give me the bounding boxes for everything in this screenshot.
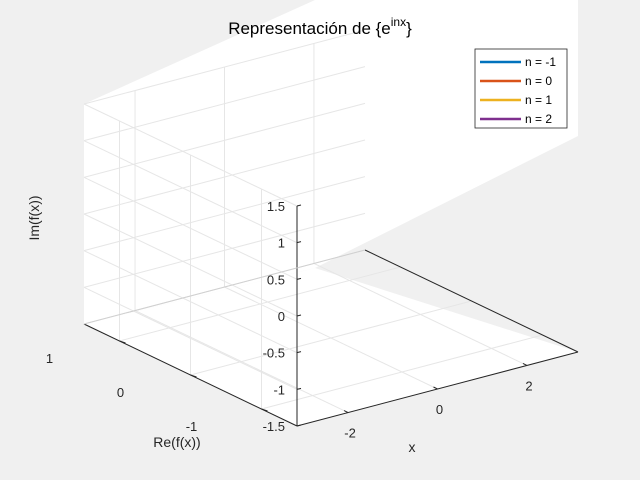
- z-tick-label: -1.5: [263, 419, 285, 434]
- floor-edge-back: [83, 249, 366, 325]
- z-tick-mark: [296, 204, 302, 207]
- back-wall-left: [84, 0, 315, 324]
- x-tick-mark: [522, 362, 528, 366]
- legend-label: n = 1: [525, 93, 552, 107]
- x-tick-label: -2: [344, 426, 356, 441]
- z-tick-label: 1.5: [267, 199, 285, 214]
- x-tick-label: 0: [436, 402, 443, 417]
- z-tick-mark: [296, 277, 302, 280]
- x-tick-mark: [433, 386, 438, 390]
- y-tick-mark: [119, 340, 126, 344]
- gridline: [119, 266, 401, 342]
- legend-label: n = 0: [525, 74, 552, 88]
- legend-item[interactable]: n = 0: [480, 74, 552, 88]
- x-tick-label: 2: [525, 378, 532, 393]
- back-wall-right: [315, 0, 578, 268]
- gridline: [190, 300, 472, 376]
- z-tick-mark: [296, 351, 302, 354]
- x-tick-mark: [343, 410, 349, 414]
- z-tick-label: -0.5: [263, 346, 285, 361]
- floor-edge: [364, 249, 579, 353]
- legend-label: n = -1: [525, 55, 556, 69]
- y-axis-label: Re(f(x)): [153, 434, 200, 450]
- z-axis-label: Im(f(x)): [26, 195, 42, 240]
- z-tick-mark: [296, 241, 302, 244]
- chart-title: Representación de {einx}: [228, 15, 412, 38]
- legend-item[interactable]: n = 1: [480, 93, 552, 107]
- z-tick-label: 1: [278, 236, 285, 251]
- floor-panel: [84, 268, 578, 426]
- x-tick-labels: -2 0 2: [343, 362, 533, 441]
- z-tick-label: 0.5: [267, 272, 285, 287]
- z-tick-label: 0: [278, 309, 285, 324]
- y-tick-labels: -1 0 1: [46, 340, 268, 434]
- z-tick-mark: [296, 387, 302, 390]
- z-tick-mark: [296, 424, 302, 427]
- legend-label: n = 2: [525, 112, 552, 126]
- z-tick-label: -1: [273, 382, 285, 397]
- legend-item[interactable]: n = 2: [480, 112, 552, 126]
- legend[interactable]: n = -1 n = 0 n = 1 n = 2: [474, 48, 568, 129]
- gridline: [261, 334, 543, 410]
- z-tick-labels: -1.5 -1 -0.5 0 0.5 1 1.5: [263, 199, 302, 434]
- y-tick-label: 0: [117, 385, 124, 400]
- legend-item[interactable]: n = -1: [480, 55, 556, 69]
- x-axis-label: x: [409, 439, 416, 455]
- y-tick-mark: [261, 408, 268, 412]
- y-tick-label: -1: [186, 419, 198, 434]
- y-tick-mark: [190, 374, 197, 378]
- y-tick-label: 1: [46, 351, 53, 366]
- z-tick-mark: [296, 314, 302, 317]
